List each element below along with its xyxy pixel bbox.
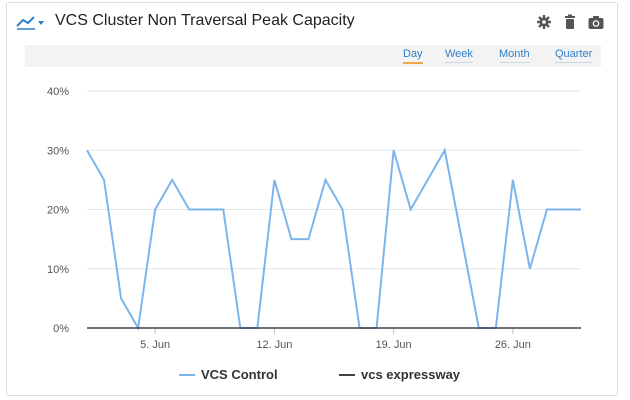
settings-icon[interactable] xyxy=(535,13,553,31)
series-line xyxy=(86,147,581,332)
range-day-button[interactable]: Day xyxy=(403,48,423,64)
widget-title: VCS Cluster Non Traversal Peak Capacity xyxy=(55,12,355,29)
range-toolbar: Day Week Month Quarter xyxy=(25,45,601,67)
line-chart-icon xyxy=(16,16,44,30)
range-quarter-button[interactable]: Quarter xyxy=(555,48,593,63)
widget-header: VCS Cluster Non Traversal Peak Capacity xyxy=(7,3,617,41)
range-month-button[interactable]: Month xyxy=(499,48,530,63)
chevron-down-icon xyxy=(38,21,44,25)
y-tick-label: 30% xyxy=(47,145,69,157)
chart-widget: VCS Cluster Non Traversal Peak Capacity … xyxy=(6,2,618,396)
delete-icon[interactable] xyxy=(561,13,579,31)
legend-item-label: vcs expressway xyxy=(361,367,461,382)
x-tick-label: 5. Jun xyxy=(140,339,170,351)
legend-item-label: VCS Control xyxy=(201,367,278,382)
y-tick-label: 40% xyxy=(47,86,69,98)
x-tick-label: 19. Jun xyxy=(376,339,412,351)
y-tick-label: 20% xyxy=(47,205,69,217)
x-tick-label: 26. Jun xyxy=(495,339,531,351)
y-tick-label: 0% xyxy=(53,323,69,335)
camera-icon[interactable] xyxy=(587,13,605,31)
y-tick-label: 10% xyxy=(47,264,69,276)
chart-type-menu[interactable] xyxy=(15,12,45,32)
x-tick-label: 12. Jun xyxy=(256,339,292,351)
line-chart: 0% 10% 20% 30% 40% 5. Jun 12. Jun 19. Jun 26. J… xyxy=(47,86,581,382)
range-week-button[interactable]: Week xyxy=(445,48,473,63)
